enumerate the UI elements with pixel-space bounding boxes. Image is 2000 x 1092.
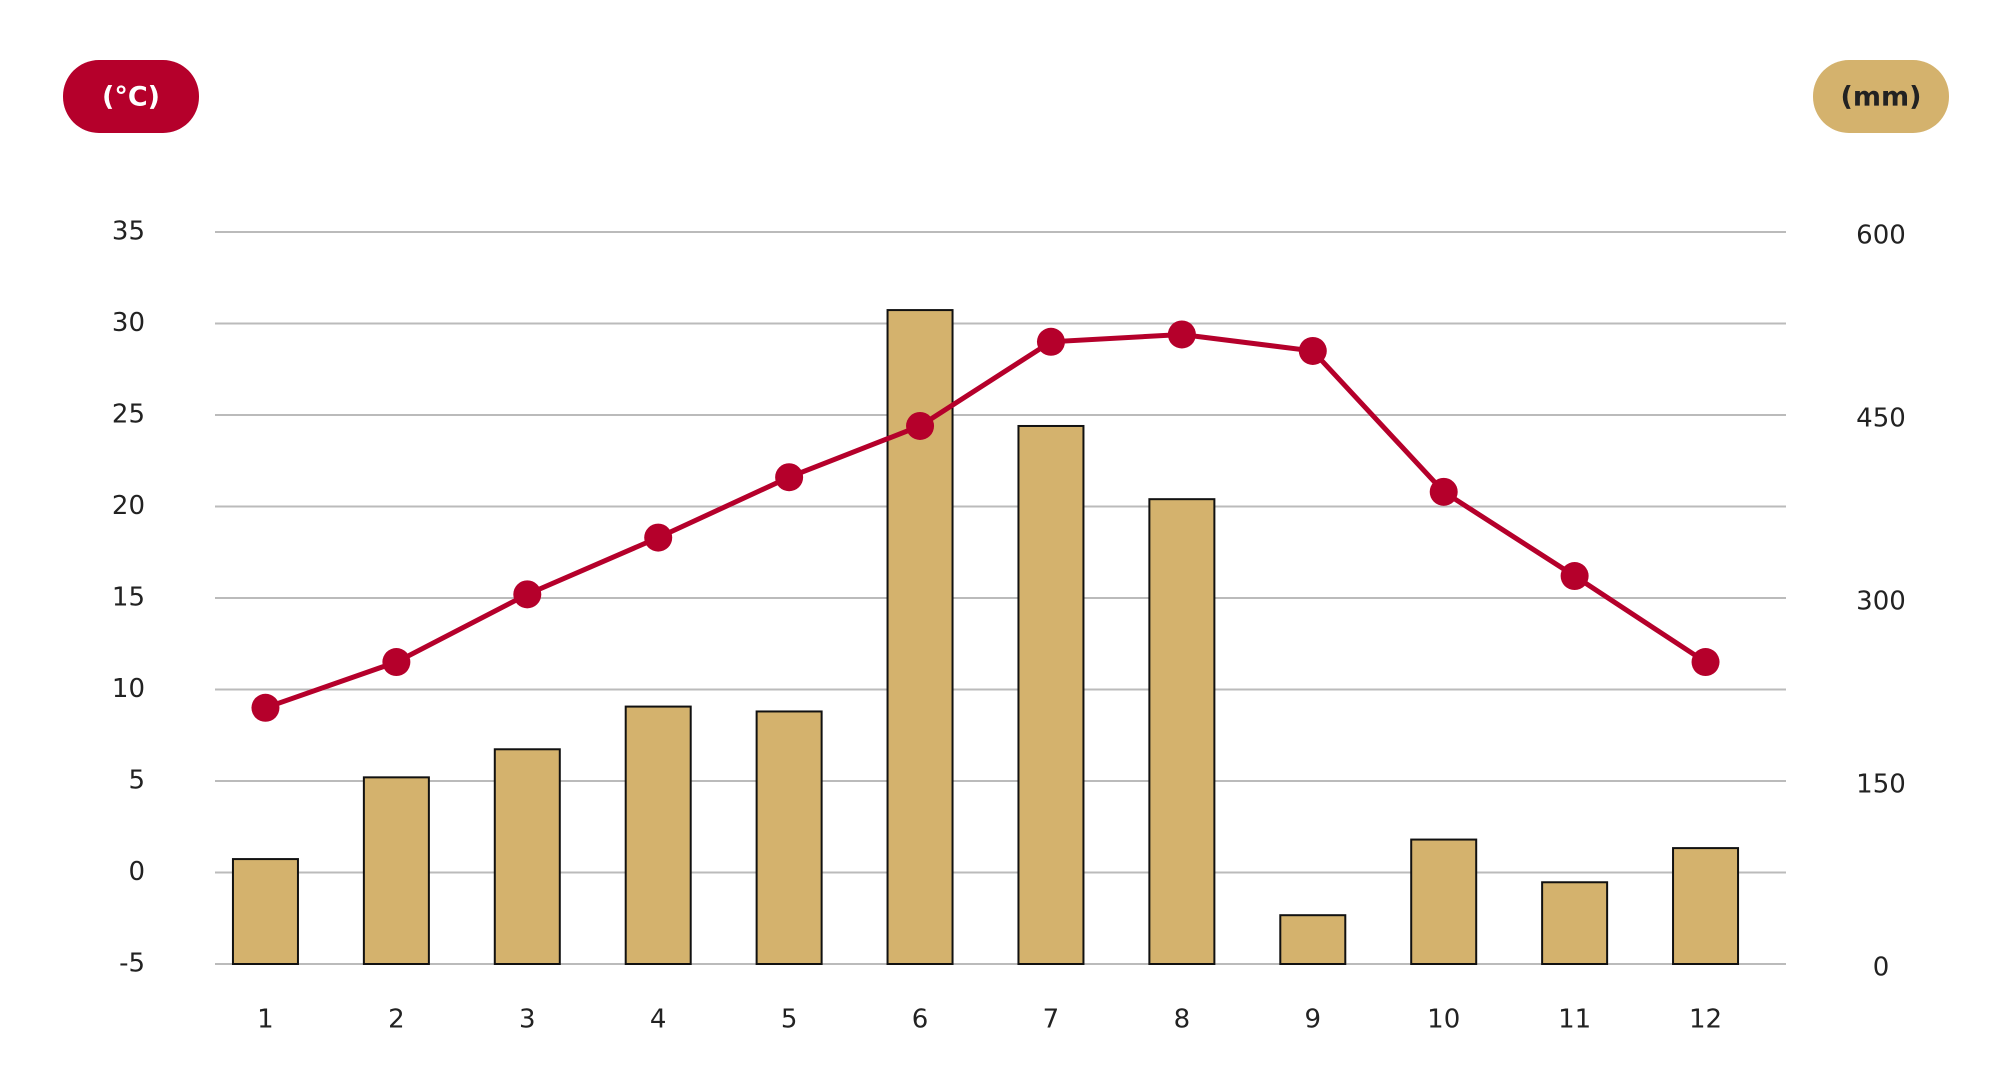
line-point bbox=[775, 463, 804, 492]
bar bbox=[1672, 847, 1740, 965]
x-tick-label: 6 bbox=[912, 1005, 929, 1035]
y-tick-label: 5 bbox=[128, 766, 145, 796]
bar bbox=[1541, 881, 1609, 966]
x-tick-label: 8 bbox=[1174, 1005, 1191, 1035]
line bbox=[264, 331, 1707, 711]
y-tick-label: -5 bbox=[119, 949, 145, 979]
bar bbox=[231, 858, 299, 966]
x-tick-label: 1 bbox=[257, 1005, 274, 1035]
line-point bbox=[513, 580, 542, 609]
y2-axis-label: (mm) bbox=[1841, 82, 1922, 113]
bar bbox=[1017, 424, 1085, 966]
x-tick-label: 7 bbox=[1043, 1005, 1060, 1035]
bar bbox=[493, 748, 561, 966]
line-point bbox=[1691, 648, 1720, 677]
line-point bbox=[1560, 562, 1589, 591]
line-point bbox=[251, 693, 280, 722]
x-tick-label: 10 bbox=[1427, 1005, 1460, 1035]
bar bbox=[1279, 914, 1347, 966]
line-point bbox=[1036, 327, 1065, 356]
x-tick-label: 2 bbox=[388, 1005, 405, 1035]
x-tick-label: 3 bbox=[519, 1005, 536, 1035]
bar bbox=[624, 705, 692, 966]
y-tick-label: 0 bbox=[128, 857, 145, 887]
y-tick-label: 30 bbox=[112, 308, 145, 338]
line-point bbox=[382, 648, 411, 677]
line-point bbox=[1298, 336, 1327, 365]
y-tick-label: 10 bbox=[112, 674, 145, 704]
y-axis-label: (°C) bbox=[102, 82, 160, 113]
y-label-pill bbox=[63, 60, 199, 133]
line-point bbox=[644, 523, 673, 552]
y-tick-label: 25 bbox=[112, 400, 145, 430]
y-tick-label: 20 bbox=[112, 491, 145, 521]
x-tick-label: 9 bbox=[1305, 1005, 1322, 1035]
y2-tick-label: 300 bbox=[1856, 587, 1906, 617]
line-point bbox=[1167, 320, 1196, 349]
y2-tick-label: 600 bbox=[1856, 221, 1906, 251]
bar bbox=[755, 710, 823, 966]
y2-label-pill bbox=[1813, 60, 1949, 133]
x-tick-label: 5 bbox=[781, 1005, 798, 1035]
x-tick-label: 4 bbox=[650, 1005, 667, 1035]
y-tick-label: 35 bbox=[112, 217, 145, 247]
bar bbox=[1148, 498, 1216, 965]
bar bbox=[886, 309, 954, 965]
x-tick-label: 12 bbox=[1689, 1005, 1722, 1035]
line-point bbox=[1429, 477, 1458, 506]
y2-tick-label: 0 bbox=[1873, 953, 1890, 983]
x-tick-label: 11 bbox=[1558, 1005, 1591, 1035]
y-tick-label: 15 bbox=[112, 583, 145, 613]
line-point bbox=[906, 411, 935, 440]
y2-tick-label: 150 bbox=[1856, 770, 1906, 800]
y2-tick-label: 450 bbox=[1856, 404, 1906, 434]
bar bbox=[362, 776, 430, 966]
bar bbox=[1410, 838, 1478, 965]
